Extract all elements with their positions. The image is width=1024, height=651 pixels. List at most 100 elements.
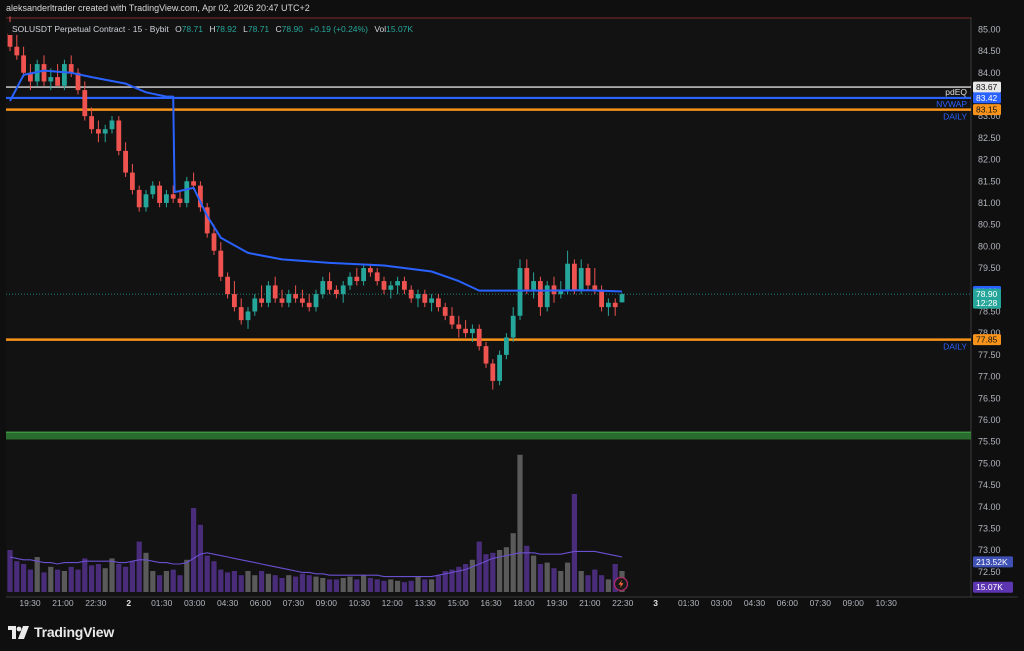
candle-body (510, 315, 516, 338)
time-tick-label: 06:00 (777, 598, 799, 608)
price-tick-label: 78.50 (978, 306, 1001, 316)
candle-body (164, 194, 169, 203)
candle-body (354, 276, 360, 282)
candle-body (225, 276, 230, 295)
candle-body (157, 185, 162, 203)
pdeq-badge-bg (973, 81, 1001, 93)
candle-body (300, 298, 305, 303)
candle-body (62, 64, 67, 86)
green-zone-layer (6, 431, 971, 440)
candle-body (75, 72, 81, 91)
volume-bar (279, 578, 285, 592)
volume-bar (136, 541, 142, 592)
pdeq-label: pdEQ (945, 87, 967, 97)
vwap-layer (9, 69, 623, 293)
volume-bar (585, 575, 591, 592)
price-tick-label: 73.50 (978, 523, 1001, 533)
candle-body (497, 354, 502, 381)
volume-bar (612, 564, 618, 592)
candle-body (408, 289, 414, 299)
volume-value: 15.07K (386, 24, 413, 34)
volume-bar (14, 561, 20, 592)
open-value: 78.71 (182, 24, 204, 34)
candle-body (320, 281, 326, 295)
candle-body (259, 298, 264, 303)
symbol-label[interactable]: SOLUSDT Perpetual Contract · 15 · Bybit (12, 24, 169, 34)
daily-badge-upper: 83.15 (976, 105, 998, 115)
candle-body (109, 120, 115, 130)
candle-body (368, 268, 373, 273)
volume-bar (361, 575, 367, 592)
volume-bar (605, 579, 611, 592)
volume-bar (503, 547, 509, 592)
volume-bar (61, 571, 67, 592)
volume-bar (442, 571, 448, 592)
volume-bar (157, 575, 163, 592)
time-tick-label: 18:00 (513, 598, 535, 608)
candle-body (429, 298, 434, 303)
volume-bar (170, 569, 176, 592)
volume-bar (116, 564, 122, 592)
pdeq-badge: 83.67 (976, 82, 998, 92)
volume-bar (272, 575, 278, 592)
lightning-icon[interactable] (613, 576, 629, 592)
volume-bar (55, 569, 61, 592)
low-value: 78.71 (248, 24, 270, 34)
price-tick-label: 77.50 (978, 350, 1001, 360)
candle-body (238, 307, 244, 321)
volume-bar (95, 564, 101, 592)
candle-body (102, 129, 108, 134)
price-tick-label: 85.00 (978, 24, 1001, 34)
candle-body (286, 294, 292, 303)
volume-bar (177, 575, 183, 592)
volume-bar (483, 554, 489, 592)
time-tick-label: 21:00 (52, 598, 74, 608)
plot-background (6, 17, 971, 597)
candle-body (612, 302, 618, 308)
daily-badge-lower: 77.85 (976, 335, 998, 345)
brand-label: TradingView (34, 624, 115, 640)
time-axis[interactable]: 19:30 21:00 22:30 2 01:30 03:00 04:30 06:00 07:3… (19, 598, 897, 608)
candle-body (41, 64, 47, 82)
daily-badge-lower-bg (973, 334, 1001, 346)
nvwap-label: NVWAP (936, 99, 967, 109)
candle-body (483, 346, 489, 364)
candle-body (55, 77, 60, 86)
last-price-badge-countdown: 12:28 (976, 298, 998, 308)
time-tick-label: 21:00 (579, 598, 601, 608)
volume-bar (7, 550, 13, 592)
volume-bar (293, 576, 299, 592)
price-tick-label: 82.00 (978, 155, 1001, 165)
volume-bar (388, 579, 394, 592)
volume-bar (435, 575, 441, 592)
candle-body (504, 337, 509, 355)
volume-bar (497, 550, 503, 592)
time-tick-label: 07:30 (810, 598, 832, 608)
volume-bar (123, 566, 129, 592)
candle-body (184, 181, 190, 203)
candle-body (442, 307, 448, 316)
volume-bar (422, 579, 428, 592)
candle-body (463, 328, 468, 334)
volume-bar (408, 580, 414, 592)
candle-body (68, 64, 74, 73)
volume-bar (490, 552, 496, 592)
candle-body (470, 328, 475, 334)
price-axis[interactable]: 85.0084.5084.0083.5083.0082.5082.0081.50… (978, 24, 1001, 577)
candle-body (490, 363, 496, 381)
volume-bar (524, 545, 530, 592)
time-tick-label: 01:30 (151, 598, 173, 608)
price-tick-label: 76.50 (978, 393, 1001, 403)
price-tick-label: 80.50 (978, 220, 1001, 230)
price-tick-label: 74.00 (978, 502, 1001, 512)
volume-bar (299, 573, 305, 592)
volume-layer (7, 454, 625, 592)
volume-bar (68, 566, 74, 592)
volume-bar (21, 564, 27, 592)
high-value: 78.92 (215, 24, 237, 34)
candle-body (96, 129, 101, 134)
tradingview-logo[interactable]: TradingView (8, 624, 114, 640)
time-tick-label: 16:30 (480, 598, 502, 608)
volume-bar (592, 569, 598, 592)
